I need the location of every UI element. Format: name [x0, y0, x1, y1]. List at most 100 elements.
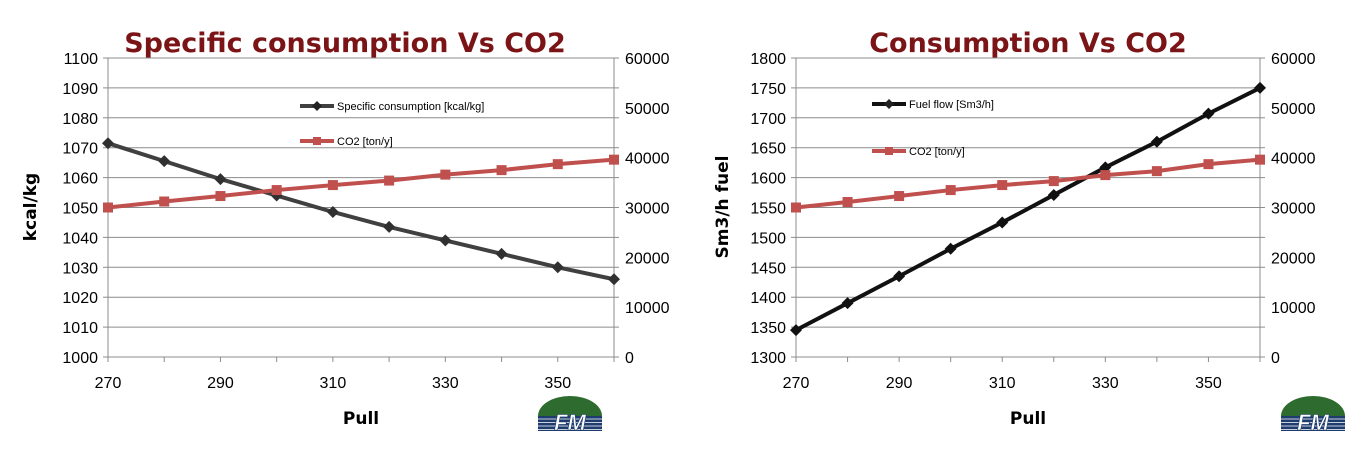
data-point [608, 273, 620, 286]
y2-tick-label: 20000 [1271, 250, 1316, 267]
legend-label: CO2 [ton/y] [909, 146, 965, 158]
data-point [1151, 166, 1162, 177]
series-line [107, 141, 615, 282]
data-point [327, 180, 338, 191]
fm-logo-icon: FM [1281, 396, 1345, 435]
data-point [552, 159, 563, 170]
data-point [215, 191, 226, 202]
x-tick-label: 270 [783, 375, 810, 392]
x-axis-title: Pull [343, 409, 379, 429]
data-point [1255, 154, 1265, 165]
data-point [790, 324, 802, 337]
data-point [439, 234, 452, 247]
y-tick-label: 1070 [62, 141, 98, 158]
legend-entry: CO2 [ton/y] [300, 136, 393, 148]
y2-tick-label: 50000 [625, 101, 670, 118]
y-tick-label: 1800 [750, 51, 786, 68]
legend-marker [885, 147, 893, 155]
y2-tick-label: 50000 [1271, 101, 1316, 118]
x-tick-label: 310 [989, 375, 1016, 392]
legend-marker [313, 137, 321, 145]
data-point [1048, 176, 1059, 187]
data-point [996, 216, 1009, 229]
chart-title: Specific consumption Vs CO2 [124, 28, 566, 59]
y-tick-label: 1400 [750, 290, 786, 307]
data-point [103, 202, 113, 213]
y-tick-label: 1080 [62, 111, 98, 128]
data-point [1150, 135, 1163, 148]
y-tick-label: 1600 [750, 171, 786, 188]
data-point [893, 270, 906, 283]
y-tick-label: 1650 [750, 141, 786, 158]
data-point [1203, 159, 1214, 170]
logo-text: FM [1297, 410, 1329, 435]
data-point [894, 191, 905, 202]
x-tick-label: 350 [544, 375, 571, 392]
x-axis-title: Pull [1010, 409, 1046, 429]
data-point [326, 205, 339, 218]
x-tick-label: 310 [320, 375, 347, 392]
logo-base [538, 416, 602, 431]
data-point [496, 165, 507, 176]
legend-label: Fuel flow [Sm3/h] [909, 99, 994, 111]
y2-tick-label: 20000 [625, 250, 670, 267]
x-tick-label: 290 [886, 375, 913, 392]
y2-tick-label: 60000 [1271, 51, 1316, 68]
y-tick-label: 1020 [62, 290, 98, 307]
legend-entry: Specific consumption [kcal/kg] [300, 101, 484, 113]
y2-tick-label: 30000 [1271, 201, 1316, 218]
y-tick-label: 1050 [62, 201, 98, 218]
data-point [384, 175, 395, 186]
series-line [107, 157, 615, 210]
data-point [609, 154, 619, 165]
data-point [158, 155, 171, 168]
data-point [1202, 107, 1215, 120]
y-tick-label: 1090 [62, 81, 98, 98]
legend-marker [312, 101, 322, 111]
chart-1: Specific consumption Vs CO2 1000 1010 1020 1… [21, 28, 670, 435]
data-point [944, 242, 957, 255]
x-tick-label: 330 [432, 375, 459, 392]
logo-dome [1281, 396, 1345, 416]
y-tick-label: 1500 [750, 230, 786, 247]
y-tick-label: 1060 [62, 171, 98, 188]
y-tick-label: 1700 [750, 111, 786, 128]
data-point [214, 173, 227, 186]
series-1 [790, 81, 1266, 337]
data-point [495, 247, 508, 260]
data-point [440, 169, 451, 180]
y-tick-label: 1040 [62, 230, 98, 247]
y-axis-title: Sm3/h fuel [713, 156, 733, 259]
data-point [1047, 188, 1060, 201]
y2-tick-label: 40000 [1271, 151, 1316, 168]
logo-text: FM [554, 410, 586, 435]
data-point [945, 185, 956, 196]
y2-tick-label: 0 [1271, 350, 1280, 367]
y-tick-label: 1030 [62, 260, 98, 277]
data-point [842, 197, 853, 208]
data-point [791, 202, 801, 213]
data-point [841, 297, 854, 310]
y2-tick-label: 10000 [1271, 300, 1316, 317]
data-point [551, 261, 564, 274]
y-tick-label: 1450 [750, 260, 786, 277]
y-tick-label: 1010 [62, 320, 98, 337]
y-tick-label: 1300 [750, 350, 786, 367]
series-line [795, 86, 1261, 332]
y2-tick-label: 10000 [625, 300, 670, 317]
legend-entry: CO2 [ton/y] [872, 146, 965, 158]
y-tick-label: 1550 [750, 201, 786, 218]
chart-title: Consumption Vs CO2 [869, 28, 1187, 59]
y2-tick-label: 60000 [625, 51, 670, 68]
legend-label: CO2 [ton/y] [337, 136, 393, 148]
y2-tick-label: 40000 [625, 151, 670, 168]
logo-base [1281, 416, 1345, 431]
y-tick-label: 1750 [750, 81, 786, 98]
data-point [271, 185, 282, 196]
legend-marker [884, 99, 894, 109]
y-tick-label: 1350 [750, 320, 786, 337]
y2-tick-label: 0 [625, 350, 634, 367]
data-point [997, 180, 1008, 191]
data-point [1100, 170, 1111, 181]
